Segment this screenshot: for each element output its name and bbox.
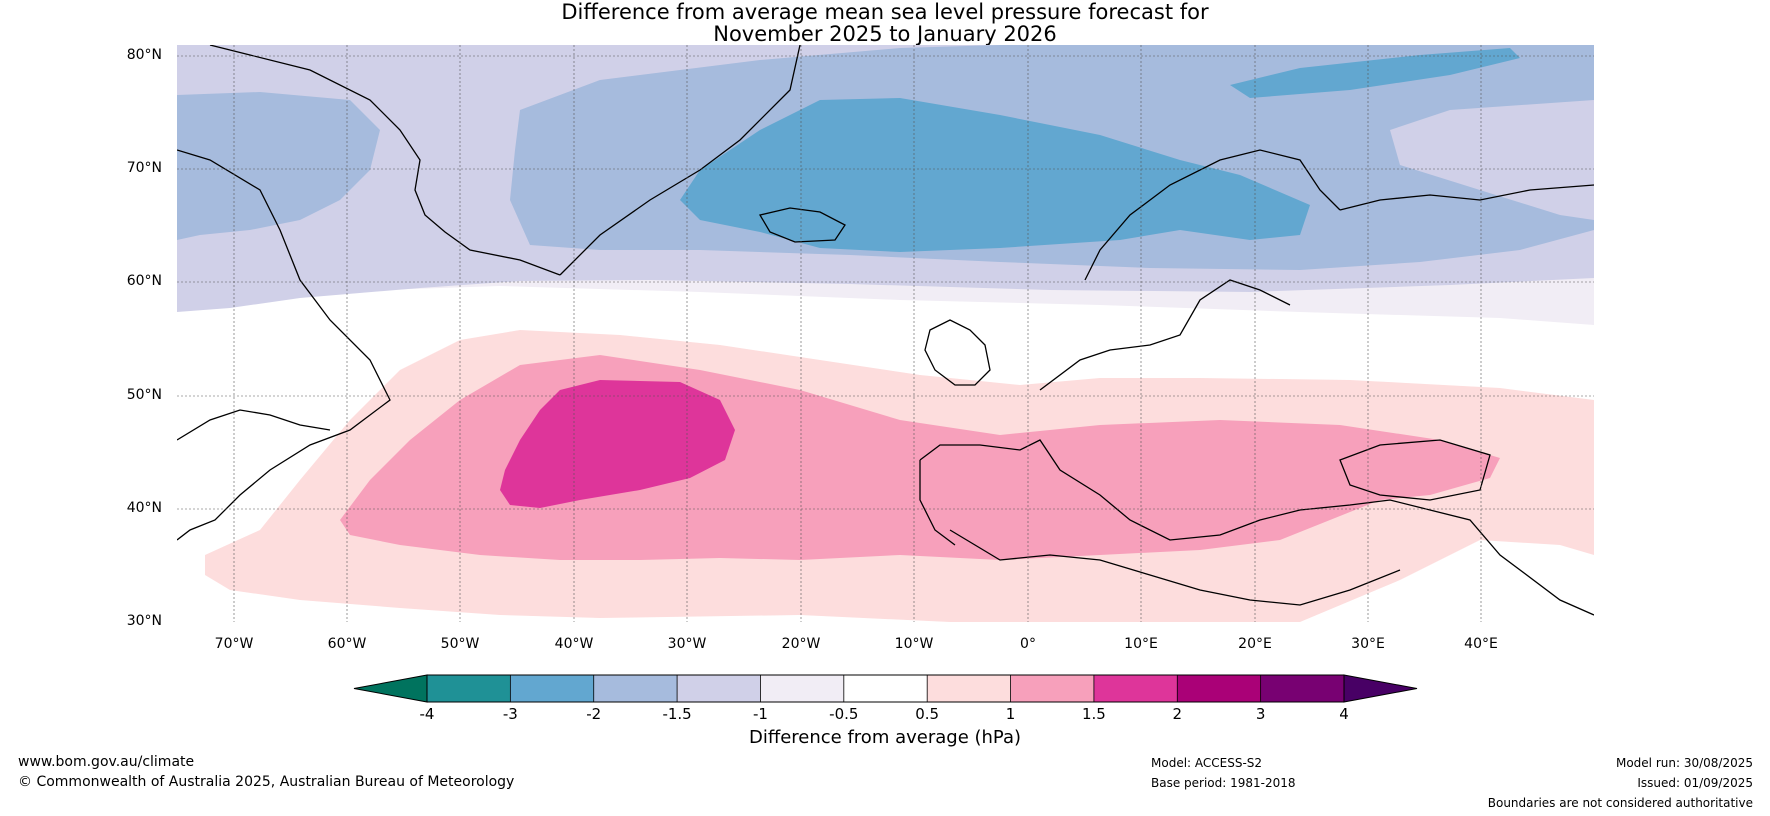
colorbar-tick-label: -3 xyxy=(502,705,518,723)
lat-label-30n: 30°N xyxy=(126,613,162,629)
colorbar-tick-label: 1 xyxy=(1005,705,1016,723)
north-america-coast xyxy=(177,149,391,541)
colorbar-tick-label: 3 xyxy=(1255,705,1266,723)
colorbar-extend-high xyxy=(1343,674,1418,703)
model-text: Model: ACCESS-S2 xyxy=(1151,756,1263,770)
colorbar-frame xyxy=(426,674,1345,703)
arctic-russia-coast xyxy=(1339,184,1594,211)
lon-label-50w: 50°W xyxy=(440,636,480,652)
lat-label-40n: 40°N xyxy=(126,500,162,516)
iceland xyxy=(758,207,846,243)
colorbar-swatch xyxy=(677,675,761,702)
band-minus2-to-minus15-west xyxy=(177,92,380,240)
lat-label-70n: 70°N xyxy=(126,160,162,176)
colorbar-swatch xyxy=(927,675,1012,702)
colorbar-tick-label: 4 xyxy=(1339,705,1349,723)
gulf-st-lawrence xyxy=(177,409,331,441)
lon-label-40w: 40°W xyxy=(554,636,594,652)
map-title-line1: Difference from average mean sea level p… xyxy=(561,0,1209,24)
colorbar-swatch xyxy=(427,675,511,702)
colorbar-extend-low xyxy=(353,674,428,703)
lon-label-40e: 40°E xyxy=(1464,636,1498,652)
lon-label-10e: 10°E xyxy=(1124,636,1158,652)
base-period-text: Base period: 1981-2018 xyxy=(1151,776,1296,790)
anomaly-fields xyxy=(177,45,1594,622)
boundaries-disclaimer: Boundaries are not considered authoritat… xyxy=(1487,796,1753,810)
colorbar-swatch xyxy=(1177,675,1262,702)
colorbar-swatch xyxy=(1010,675,1095,702)
colorbar-label: Difference from average (hPa) xyxy=(748,727,1022,748)
colorbar-swatch xyxy=(843,675,928,702)
scandinavia-coast xyxy=(1084,149,1341,281)
lon-label-10w: 10°W xyxy=(894,636,934,652)
coastlines xyxy=(177,45,1594,616)
lon-label-70w: 70°W xyxy=(214,636,254,652)
greenland-east-coast xyxy=(559,45,801,276)
colorbar-swatches xyxy=(353,674,1418,703)
lon-label-0: 0° xyxy=(1020,636,1036,652)
colorbar-tick-label: -1.5 xyxy=(662,705,692,723)
lon-label-30w: 30°W xyxy=(667,636,707,652)
band-minus3-to-minus2-north xyxy=(1230,48,1520,98)
colorbar-swatch xyxy=(1093,675,1178,702)
colorbar-tick-label: 2 xyxy=(1172,705,1183,723)
model-run-text: Model run: 30/08/2025 xyxy=(1615,756,1753,770)
lat-label-80n: 80°N xyxy=(126,47,162,63)
colorbar-tick-label: -4 xyxy=(419,705,435,723)
colorbar-tick-label: -2 xyxy=(586,705,602,723)
map-title-line2: November 2025 to January 2026 xyxy=(713,22,1057,46)
lon-label-20w: 20°W xyxy=(781,636,821,652)
graticule xyxy=(177,45,1594,622)
lat-label-60n: 60°N xyxy=(126,273,162,289)
north-europe-coast xyxy=(1039,279,1291,391)
lon-label-30e: 30°E xyxy=(1351,636,1385,652)
colorbar-tick-label: -0.5 xyxy=(829,705,859,723)
band-minus3-to-minus2 xyxy=(680,98,1310,252)
north-africa-coast xyxy=(949,529,1401,606)
website-link[interactable]: www.bom.gov.au/climate xyxy=(18,754,195,770)
colorbar-swatch xyxy=(760,675,845,702)
lon-label-20e: 20°E xyxy=(1238,636,1272,652)
greenland-west-coast xyxy=(209,45,561,276)
black-sea xyxy=(1339,439,1491,501)
colorbar-tick-label: 0.5 xyxy=(915,705,940,723)
british-isles xyxy=(924,319,991,386)
colorbar-swatch xyxy=(510,675,595,702)
colorbar-tick-label: 1.5 xyxy=(1081,705,1106,723)
colorbar-swatch xyxy=(593,675,678,702)
band-15-to-2 xyxy=(500,380,735,508)
iberia-coast xyxy=(919,460,956,546)
issued-text: Issued: 01/09/2025 xyxy=(1637,776,1753,790)
copyright-text: © Commonwealth of Australia 2025, Austra… xyxy=(18,774,515,790)
colorbar-tick-label: -1 xyxy=(752,705,768,723)
mediterranean-north-coast xyxy=(919,439,1594,616)
lat-label-50n: 50°N xyxy=(126,387,162,403)
colorbar-swatch xyxy=(1260,675,1345,702)
lon-label-60w: 60°W xyxy=(327,636,367,652)
